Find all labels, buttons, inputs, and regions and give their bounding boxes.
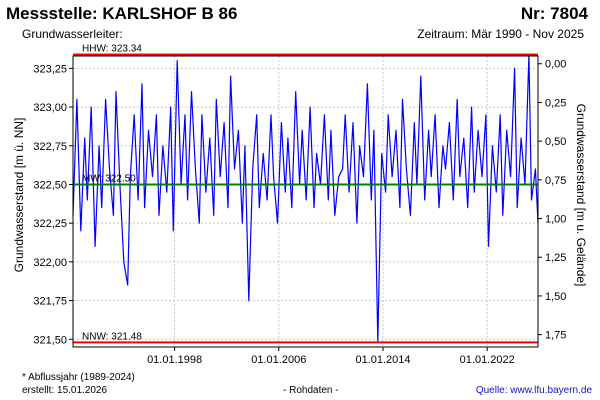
- y2-tick-label: 0,50: [545, 136, 566, 148]
- footnote: * Abflussjahr (1989-2024): [22, 372, 135, 383]
- plot-frame: [72, 55, 539, 348]
- station-title: Messstelle: KARLSHOF B 86: [6, 4, 238, 23]
- y2-tick-label: 1,00: [545, 214, 566, 226]
- y-tick-label: 322,00: [33, 257, 67, 269]
- source-link[interactable]: Quelle: www.lfu.bayern.de: [475, 385, 592, 396]
- y2-tick-label: 0,75: [545, 175, 566, 187]
- period-label: Zeitraum: Mär 1990 - Nov 2025: [417, 27, 584, 41]
- y-tick-label: 322,25: [33, 218, 67, 230]
- reference-line-label: HHW: 323.34: [82, 43, 142, 54]
- y-tick-label: 323,00: [33, 102, 67, 114]
- x-tick-label: 01.01.2014: [355, 354, 410, 366]
- series-line: [72, 53, 539, 343]
- y2-axis-label: Grundwasserstand [m u. Gelände]: [574, 104, 588, 287]
- reference-line-label: NNW: 321.48: [82, 331, 142, 342]
- y2-tick-label: 1,50: [545, 291, 566, 303]
- reference-line-label: MW: 322.50: [82, 173, 136, 184]
- y2-tick-label: 0,25: [545, 97, 566, 109]
- aquifer-label: Grundwasserleiter:: [22, 27, 123, 41]
- y2-tick-label: 1,75: [545, 330, 566, 342]
- y-tick-label: 323,25: [33, 63, 67, 75]
- data-type-label: - Rohdaten -: [283, 385, 339, 396]
- y-tick-label: 321,75: [33, 296, 67, 308]
- created-date: erstellt: 15.01.2026: [22, 385, 108, 396]
- y-tick-label: 322,50: [33, 179, 67, 191]
- y2-tick-label: 0,00: [545, 59, 566, 71]
- x-tick-label: 01.01.2022: [460, 354, 515, 366]
- y-tick-label: 322,75: [33, 141, 67, 153]
- plot-area: [73, 56, 538, 347]
- station-number: Nr: 7804: [520, 4, 588, 23]
- x-tick-label: 01.01.2006: [251, 354, 306, 366]
- y-tick-label: 321,50: [33, 334, 67, 346]
- x-tick-label: 01.01.1998: [147, 354, 202, 366]
- y2-tick-label: 1,25: [545, 252, 566, 264]
- y-axis-label: Grundwasserstand [m ü. NN]: [12, 118, 26, 273]
